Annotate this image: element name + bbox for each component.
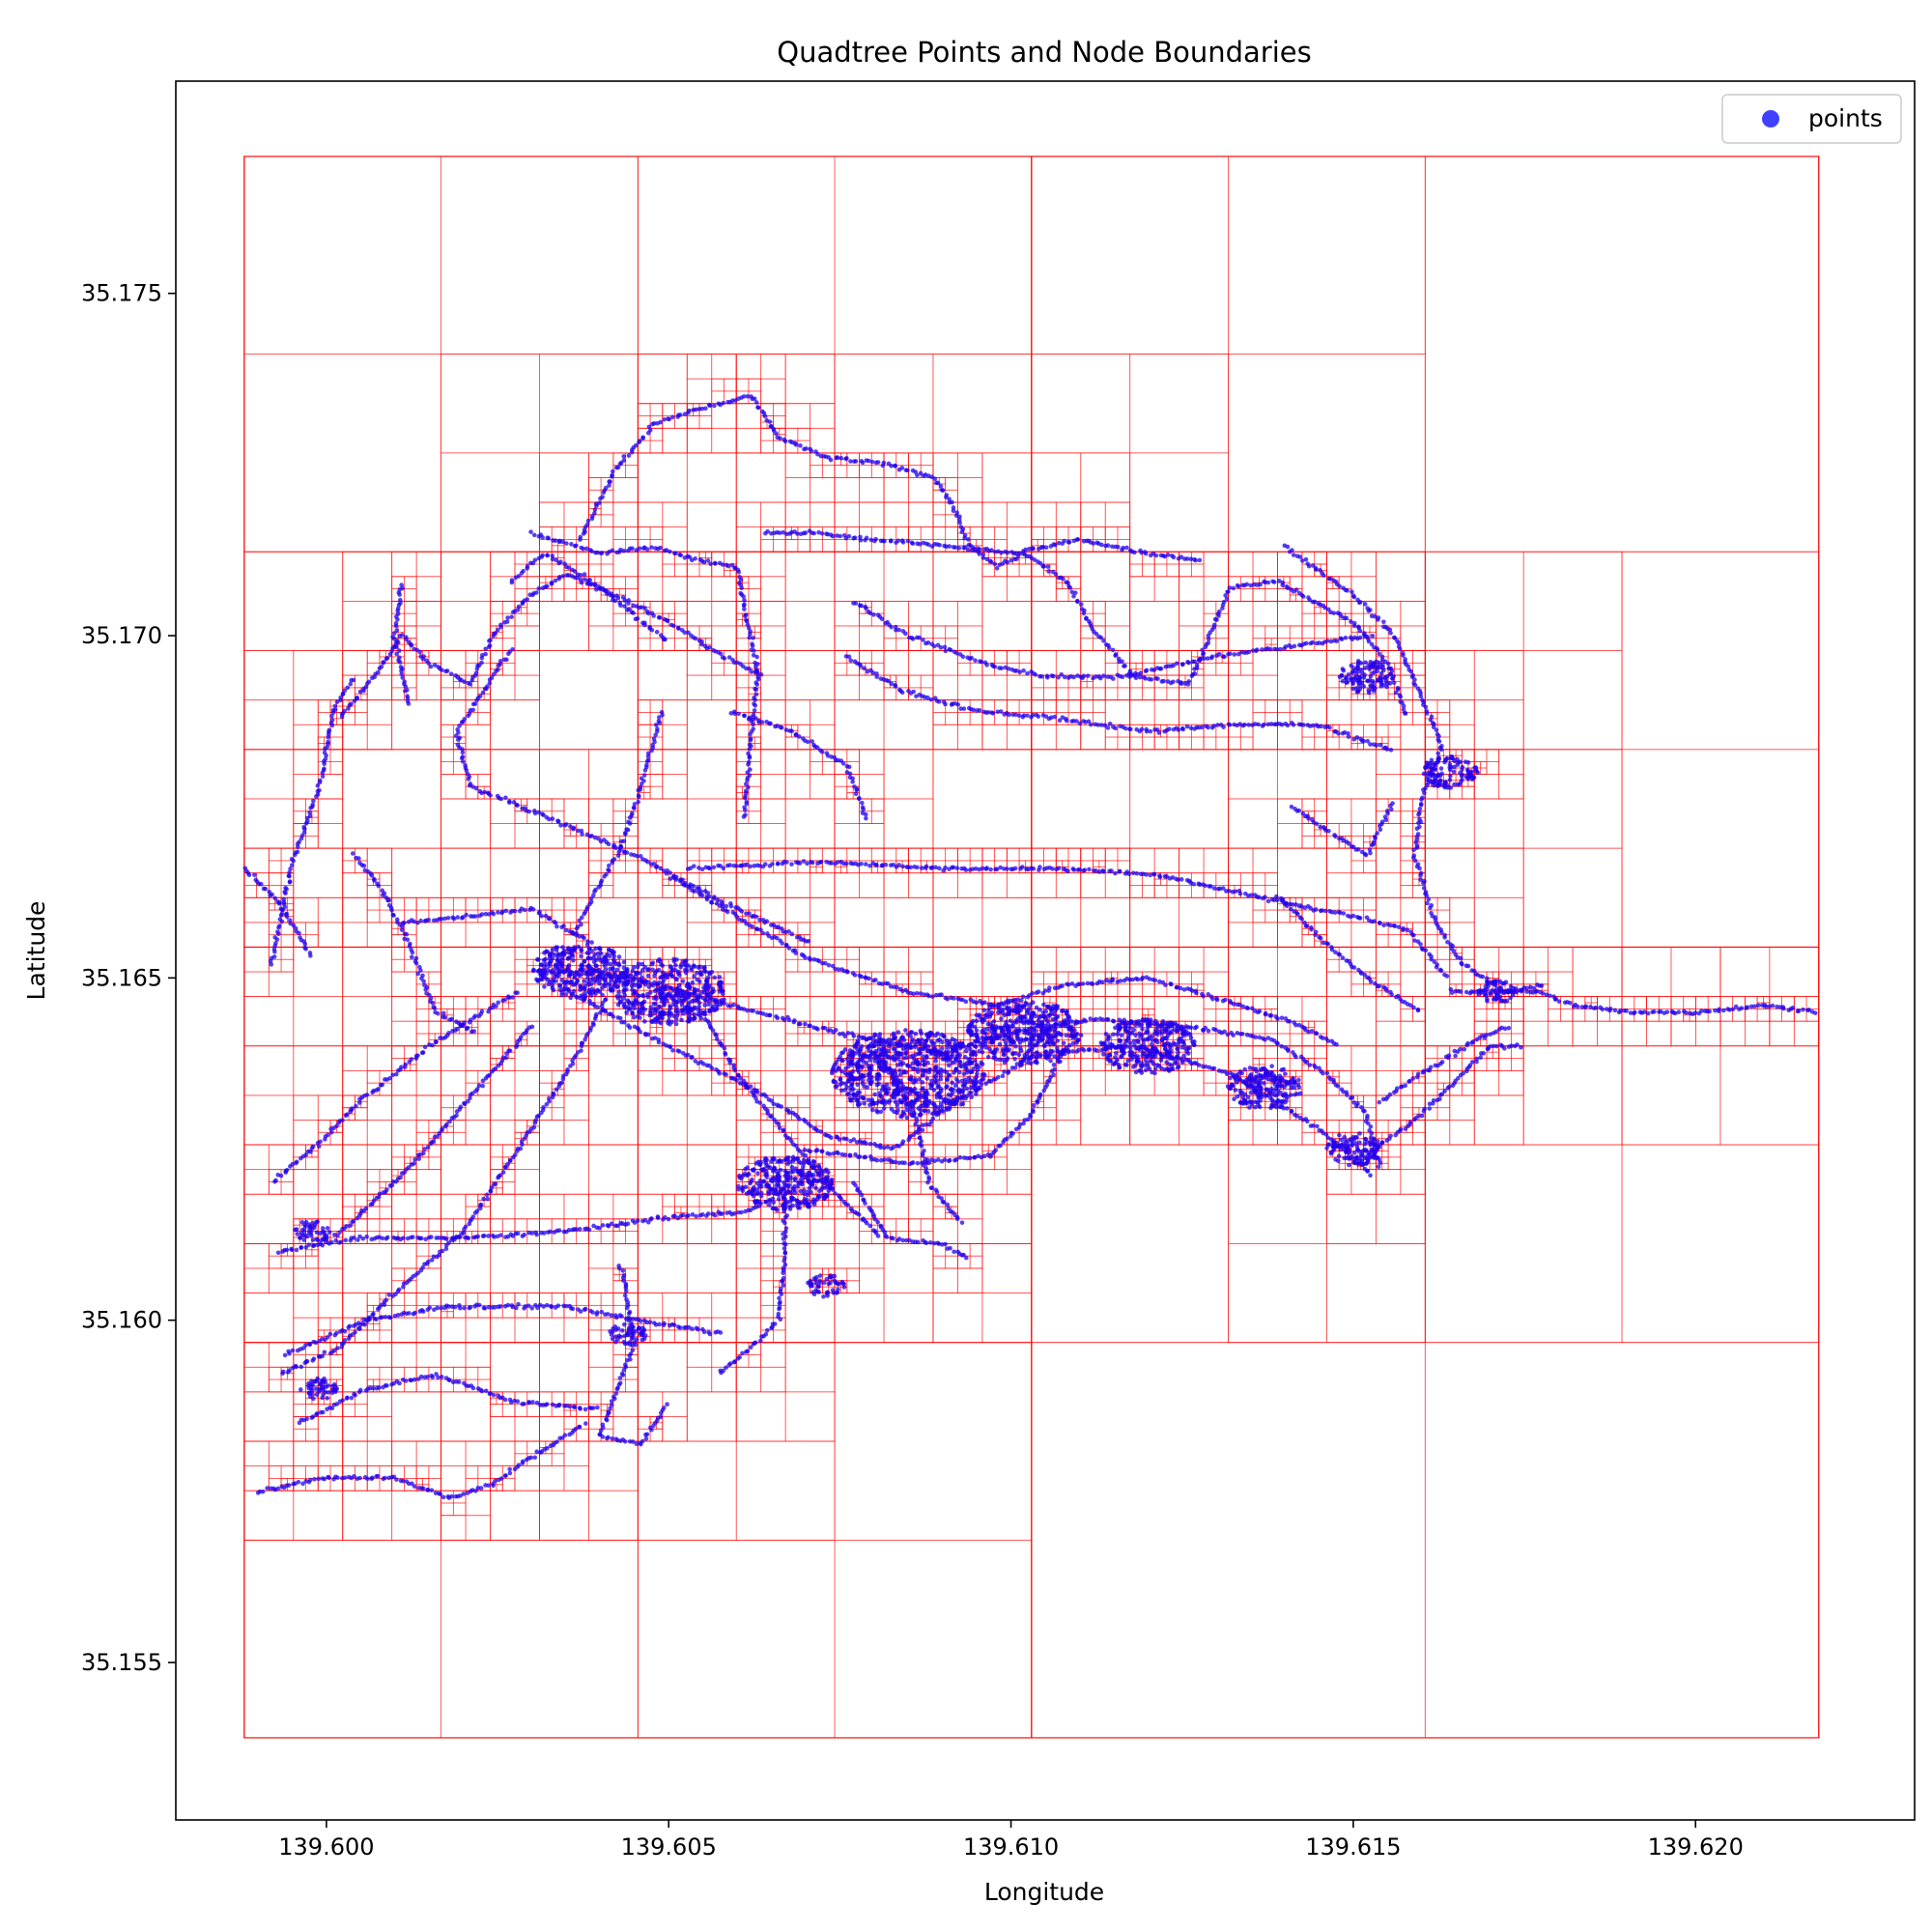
chart-title: Quadtree Points and Node Boundaries [777,36,1311,69]
